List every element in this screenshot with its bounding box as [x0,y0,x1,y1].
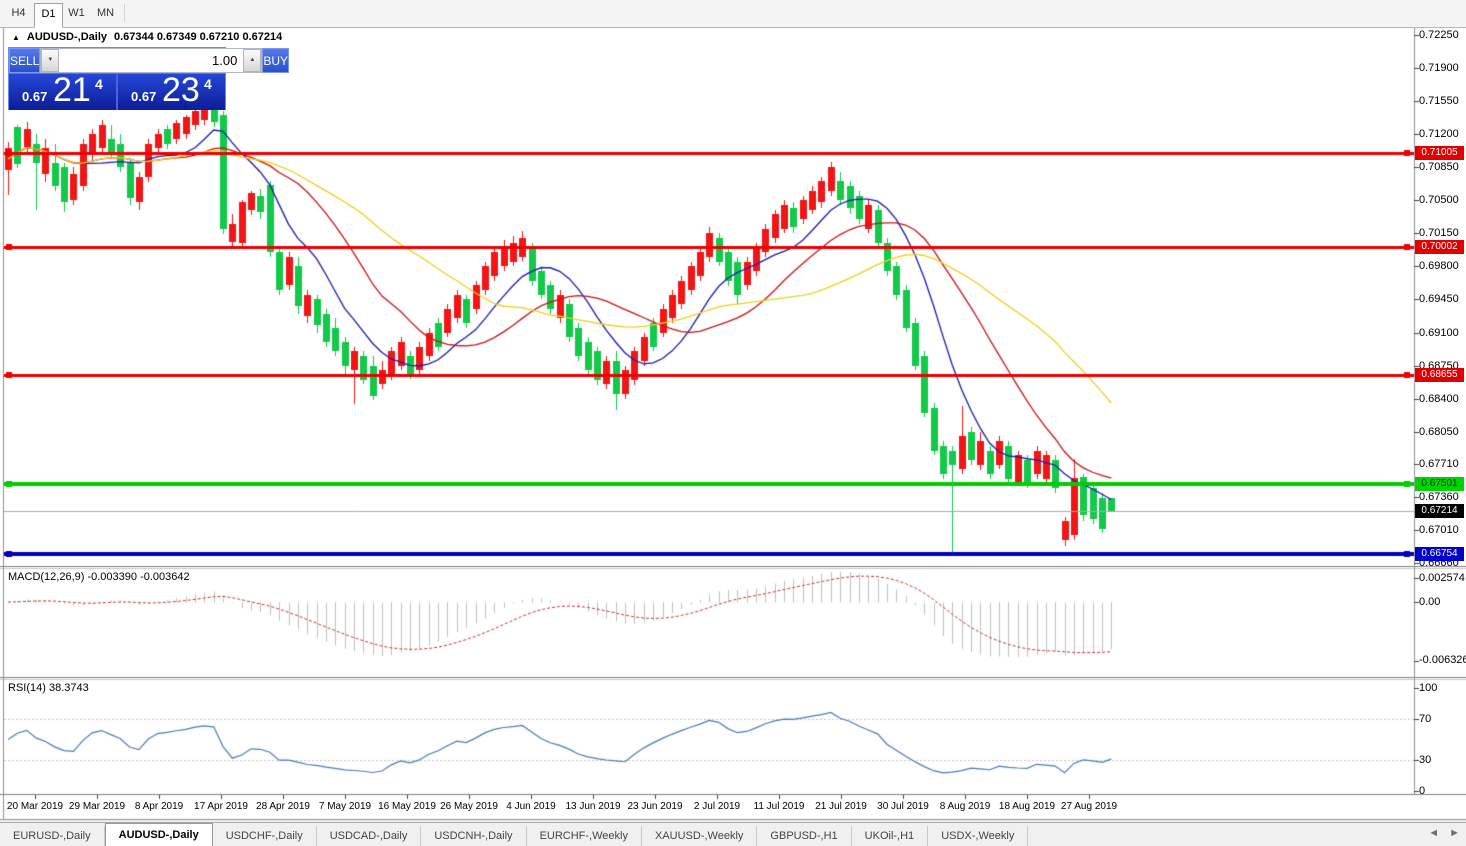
date-label: 29 Mar 2019 [68,801,126,812]
sell-price-prefix: 0.67 [22,89,48,104]
macd-axis-label: 0.002574 [1419,572,1465,584]
rsi-indicator-label: RSI(14) 38.3743 [8,682,89,694]
sell-button[interactable]: SELL [9,48,41,73]
price-axis-label: 0.72250 [1419,29,1459,41]
price-axis-label: 0.67360 [1419,490,1459,503]
price-axis-label: 0.70850 [1419,161,1459,174]
price-axis-label: 0.69450 [1419,293,1459,306]
symbol-tab-bar: EURUSD-,Daily AUDUSD-,Daily USDCHF-,Daily U… [0,822,1466,846]
date-label: 20 Mar 2019 [6,801,64,812]
symbol-tab-ukoil-h1[interactable]: UKOil-,H1 [852,826,929,846]
date-label: 18 Aug 2019 [998,801,1056,812]
date-label: 27 Aug 2019 [1060,801,1118,812]
ohlc-values: 0.67344 0.67349 0.67210 0.67214 [114,31,283,43]
tab-scroll-right-button[interactable]: ► [1449,827,1460,839]
toolbar-separator [124,4,125,22]
date-label: 28 Apr 2019 [256,801,310,812]
tab-scroll-controls: ◄ ► [1428,827,1460,839]
date-label: 4 Jun 2019 [506,801,556,812]
buy-price-main: 23 [162,71,200,109]
symbol-tab-eurusd-daily[interactable]: EURUSD-,Daily [0,826,105,846]
price-axis-label: 0.69800 [1419,260,1459,273]
timeframe-toolbar: H4 D1 W1 MN [0,0,1466,28]
price-tag: 0.70002 [1415,240,1464,255]
sell-price-pip: 4 [95,76,103,92]
price-axis-label: 0.71200 [1419,128,1459,141]
volume-spinner: ▼ ▲ [40,48,263,73]
buy-price-prefix: 0.67 [131,89,157,104]
price-axis-label: 0.70150 [1419,227,1459,240]
symbol-tab-usdx-weekly[interactable]: USDX-,Weekly [928,826,1029,846]
sell-price-display[interactable]: 0.67 21 4 [9,71,118,110]
symbol-tab-audusd-daily[interactable]: AUDUSD-,Daily [104,823,213,846]
rsi-axis-label: 0 [1419,785,1426,797]
date-label: 8 Aug 2019 [939,801,991,812]
macd-indicator-label: MACD(12,26,9) -0.003390 -0.003642 [8,571,190,583]
rsi-axis-label: 100 [1419,682,1438,694]
symbol-period-label: AUDUSD-,Daily [26,31,107,43]
macd-axis-label: -0.006326 [1419,654,1466,666]
timeframe-d1-button[interactable]: D1 [34,3,63,28]
price-axis-label: 0.71900 [1419,62,1459,75]
sell-price-main: 21 [53,71,91,109]
rsi-axis-label: 70 [1419,712,1432,725]
price-axis-label: 0.67710 [1419,457,1459,470]
tab-scroll-left-button[interactable]: ◄ [1428,827,1440,839]
one-click-trading-panel: SELL ▼ ▲ BUY 0.67 21 4 0.67 23 4 [8,47,290,110]
buy-price-display[interactable]: 0.67 23 4 [118,71,225,110]
timeframe-h4-button[interactable]: H4 [11,7,26,19]
date-label: 30 Jul 2019 [877,801,929,812]
volume-decrease-button[interactable]: ▼ [41,49,60,72]
symbol-tab-gbpusd-h1[interactable]: GBPUSD-,H1 [757,826,852,846]
price-tag: 0.67501 [1415,476,1464,491]
price-tag: 0.67214 [1415,503,1464,518]
volume-increase-button[interactable]: ▲ [243,49,262,72]
buy-price-pip: 4 [204,76,212,92]
price-axis-label: 0.69100 [1419,326,1459,339]
date-label: 21 Jul 2019 [815,801,867,812]
date-label: 26 May 2019 [440,801,498,812]
chart-title: ▲ AUDUSD-,Daily 0.67344 0.67349 0.67210 … [12,31,282,43]
macd-axis-label: 0.00 [1419,596,1441,608]
date-label: 7 May 2019 [318,801,372,812]
symbol-tab-xauusd-weekly[interactable]: XAUUSD-,Weekly [642,826,758,846]
date-label: 13 Jun 2019 [565,801,621,812]
price-axis-label: 0.68050 [1419,425,1459,438]
price-axis-label: 0.70500 [1419,194,1459,207]
price-tag: 0.68655 [1415,367,1464,382]
date-label: 2 Jul 2019 [693,801,741,812]
price-axis-label: 0.67010 [1419,523,1459,536]
collapse-triangle-icon[interactable]: ▲ [12,32,20,42]
symbol-tab-eurchf-weekly[interactable]: EURCHF-,Weekly [527,826,642,846]
rsi-axis-label: 30 [1419,754,1432,767]
date-label: 11 Jul 2019 [753,801,805,812]
symbol-tab-usdcad-daily[interactable]: USDCAD-,Daily [317,826,422,846]
date-label: 8 Apr 2019 [134,801,184,812]
price-axis-label: 0.68400 [1419,392,1459,405]
date-label: 16 May 2019 [378,801,436,812]
volume-input[interactable] [59,49,244,72]
timeframe-mn-button[interactable]: MN [96,7,115,19]
symbol-tab-usdchf-daily[interactable]: USDCHF-,Daily [213,826,317,846]
price-axis-label: 0.71550 [1419,95,1459,108]
price-tag: 0.66754 [1415,547,1464,562]
date-label: 23 Jun 2019 [627,801,683,812]
price-tag: 0.71005 [1415,145,1464,160]
buy-button[interactable]: BUY [262,48,290,73]
timeframe-w1-button[interactable]: W1 [68,7,85,19]
date-label: 17 Apr 2019 [194,801,248,812]
symbol-tab-usdcnh-daily[interactable]: USDCNH-,Daily [421,826,527,846]
